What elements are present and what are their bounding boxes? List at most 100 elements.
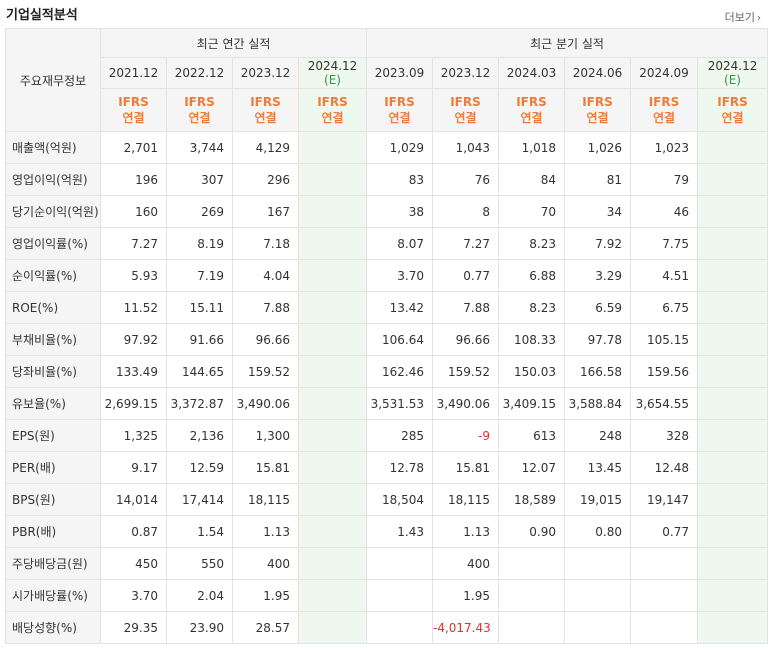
annual-value: 269 <box>166 195 233 228</box>
quarter-value: 106.64 <box>366 323 433 356</box>
ifrs-label: IFRS 연결 <box>298 88 367 132</box>
period-row: 2021.12 2022.12 2023.12 2024.12 (E) 2023.09 2… <box>6 57 769 89</box>
annual-value: 23.90 <box>166 611 233 644</box>
ifrs-consolidated: 연결 <box>520 111 543 125</box>
quarter-value: 7.92 <box>564 227 631 260</box>
quarter-value <box>696 259 769 292</box>
quarter-value: 96.66 <box>432 323 499 356</box>
ifrs-standard: IFRS <box>384 95 415 109</box>
quarter-value: 159.52 <box>432 355 499 388</box>
quarter-value: 12.48 <box>630 451 698 484</box>
quarter-value: 3.70 <box>366 259 433 292</box>
period-header: 2024.12 (E) <box>298 57 367 89</box>
annual-value: 0.87 <box>100 515 167 548</box>
period-label: 2023.12 <box>440 66 491 80</box>
annual-value: 1,300 <box>232 419 299 452</box>
table-row: PER(배) 9.17 12.59 15.81 12.78 15.81 12.07 13.45… <box>5 451 769 484</box>
quarter-value: 18,115 <box>432 483 499 516</box>
table-row: 순이익률(%) 5.93 7.19 4.04 3.70 0.77 6.88 3.29 4.51 <box>5 259 769 292</box>
quarter-value: 19,015 <box>564 483 631 516</box>
quarter-value: 3,409.15 <box>498 387 565 420</box>
quarter-value <box>696 611 769 644</box>
table-row: 주당배당금(원) 450 550 400 400 <box>5 547 769 580</box>
annual-value: 8.19 <box>166 227 233 260</box>
table-row: 영업이익률(%) 7.27 8.19 7.18 8.07 7.27 8.23 7.92 7.75 <box>5 227 769 260</box>
quarter-value: 248 <box>564 419 631 452</box>
ifrs-consolidated: 연결 <box>122 111 145 125</box>
quarter-value: 81 <box>564 163 631 196</box>
annual-value <box>298 195 367 228</box>
annual-value: 2,136 <box>166 419 233 452</box>
ifrs-consolidated: 연결 <box>721 111 744 125</box>
quarter-value: 108.33 <box>498 323 565 356</box>
annual-value: 7.19 <box>166 259 233 292</box>
annual-value: 97.92 <box>100 323 167 356</box>
quarter-value <box>630 547 698 580</box>
row-label: BPS(원) <box>5 483 101 516</box>
annual-value: 2.04 <box>166 579 233 612</box>
quarter-value <box>564 579 631 612</box>
quarter-value <box>498 611 565 644</box>
row-label: PBR(배) <box>5 515 101 548</box>
quarter-value: 6.88 <box>498 259 565 292</box>
row-label: 시가배당률(%) <box>5 579 101 612</box>
period-label: 2024.12 <box>707 59 758 73</box>
quarter-value: 79 <box>630 163 698 196</box>
annual-value: 14,014 <box>100 483 167 516</box>
row-label: PER(배) <box>5 451 101 484</box>
ifrs-label: IFRS 연결 <box>630 88 698 132</box>
ifrs-consolidated: 연결 <box>454 111 477 125</box>
section-header: 기업실적분석 더보기 › <box>0 0 773 28</box>
quarter-value: 328 <box>630 419 698 452</box>
annual-value: 11.52 <box>100 291 167 324</box>
quarter-value: 3,490.06 <box>432 387 499 420</box>
quarter-value: 8 <box>432 195 499 228</box>
quarter-value: 1,026 <box>564 131 631 164</box>
annual-value: 29.35 <box>100 611 167 644</box>
period-header: 2023.12 <box>432 57 499 89</box>
ifrs-consolidated: 연결 <box>586 111 609 125</box>
estimate-mark: (E) <box>324 73 341 87</box>
quarter-value <box>696 419 769 452</box>
quarter-value: 8.23 <box>498 227 565 260</box>
table-row: 부채비율(%) 97.92 91.66 96.66 106.64 96.66 108.33 9… <box>5 323 769 356</box>
annual-value: 159.52 <box>232 355 299 388</box>
quarter-value <box>696 355 769 388</box>
more-link[interactable]: 더보기 › <box>725 9 761 25</box>
quarter-value: 8.23 <box>498 291 565 324</box>
ifrs-standard: IFRS <box>717 95 748 109</box>
annual-value: 160 <box>100 195 167 228</box>
annual-value: 550 <box>166 547 233 580</box>
annual-value: 18,115 <box>232 483 299 516</box>
annual-value <box>298 611 367 644</box>
annual-value: 28.57 <box>232 611 299 644</box>
annual-value: 7.18 <box>232 227 299 260</box>
annual-value: 4.04 <box>232 259 299 292</box>
annual-value: 5.93 <box>100 259 167 292</box>
annual-value: 91.66 <box>166 323 233 356</box>
quarter-value: 1.43 <box>366 515 433 548</box>
quarter-value <box>696 323 769 356</box>
quarter-value: 105.15 <box>630 323 698 356</box>
quarter-value: 166.58 <box>564 355 631 388</box>
annual-value: 144.65 <box>166 355 233 388</box>
row-label: 부채비율(%) <box>5 323 101 356</box>
quarter-value: 13.42 <box>366 291 433 324</box>
quarter-value: 15.81 <box>432 451 499 484</box>
quarter-value: 34 <box>564 195 631 228</box>
annual-value <box>298 451 367 484</box>
quarter-value: 4.51 <box>630 259 698 292</box>
row-label: ROE(%) <box>5 291 101 324</box>
annual-value: 1.95 <box>232 579 299 612</box>
quarter-value <box>696 387 769 420</box>
annual-value: 3.70 <box>100 579 167 612</box>
period-label: 2024.03 <box>506 66 557 80</box>
annual-value: 12.59 <box>166 451 233 484</box>
period-label: 2023.09 <box>374 66 425 80</box>
quarter-value <box>696 195 769 228</box>
quarter-value <box>498 579 565 612</box>
quarter-value: 3,531.53 <box>366 387 433 420</box>
ifrs-label: IFRS 연결 <box>166 88 233 132</box>
quarter-value: 1,018 <box>498 131 565 164</box>
ifrs-standard: IFRS <box>516 95 547 109</box>
